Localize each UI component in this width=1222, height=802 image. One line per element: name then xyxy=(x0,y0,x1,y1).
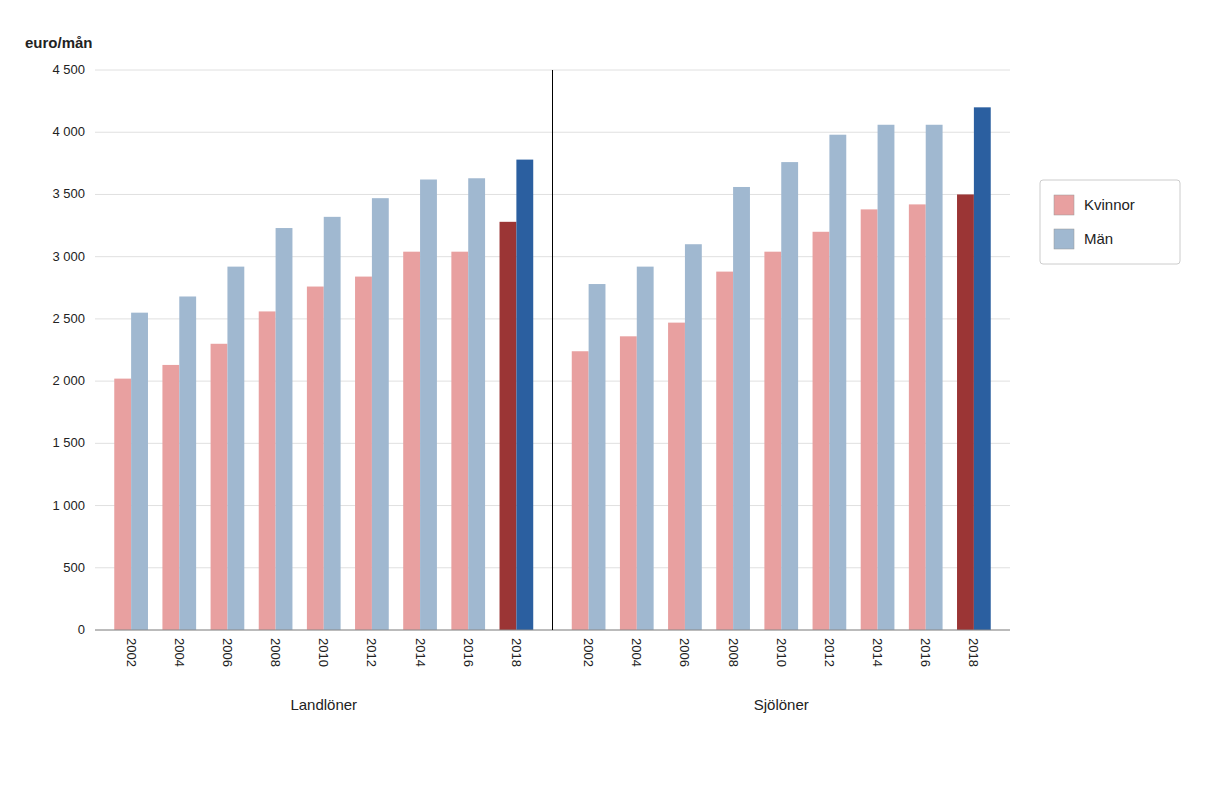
y-grid xyxy=(95,70,1010,630)
legend-label: Män xyxy=(1084,230,1113,247)
x-tick-label: 2002 xyxy=(581,638,596,667)
bar xyxy=(589,284,606,630)
y-tick-label: 500 xyxy=(63,560,85,575)
x-tick-label: 2008 xyxy=(268,638,283,667)
bar xyxy=(324,217,341,630)
x-tick-label: 2008 xyxy=(726,638,741,667)
x-tick-label: 2018 xyxy=(509,638,524,667)
legend-frame xyxy=(1040,180,1180,264)
bar xyxy=(227,267,244,630)
x-tick-label: 2010 xyxy=(316,638,331,667)
legend-swatch xyxy=(1054,195,1074,215)
x-tick-label: 2004 xyxy=(172,638,187,667)
bar xyxy=(733,187,750,630)
group-separator xyxy=(552,70,553,630)
x-tick-label: 2012 xyxy=(364,638,379,667)
y-tick-label: 1 500 xyxy=(52,435,85,450)
bar xyxy=(179,296,196,630)
x-tick-label: 2016 xyxy=(918,638,933,667)
bar xyxy=(516,160,533,630)
bar xyxy=(813,232,830,630)
x-tick-label: 2014 xyxy=(870,638,885,667)
x-tick-label: 2018 xyxy=(966,638,981,667)
bar xyxy=(131,313,148,630)
bar xyxy=(620,336,637,630)
bar xyxy=(637,267,654,630)
bar xyxy=(276,228,293,630)
bar xyxy=(974,107,991,630)
bar xyxy=(259,311,276,630)
bar xyxy=(957,194,974,630)
x-tick-label: 2012 xyxy=(822,638,837,667)
y-axis-label: euro/mån xyxy=(25,34,93,51)
bar xyxy=(572,351,589,630)
x-tick-label: 2014 xyxy=(413,638,428,667)
y-tick-label: 2 500 xyxy=(52,311,85,326)
bar xyxy=(781,162,798,630)
bar xyxy=(716,272,733,630)
x-tick-label: 2016 xyxy=(461,638,476,667)
bar xyxy=(307,287,324,630)
y-tick-label: 4 000 xyxy=(52,124,85,139)
x-tick-label: 2006 xyxy=(677,638,692,667)
bar xyxy=(909,204,926,630)
bar xyxy=(764,252,781,630)
bar xyxy=(114,379,131,630)
bar xyxy=(926,125,943,630)
bar xyxy=(403,252,420,630)
bar xyxy=(668,323,685,630)
y-tick-label: 3 500 xyxy=(52,186,85,201)
chart: 0 500 1 000 1 500 2 000 2 500 3 000 3 500 4 000 4… xyxy=(0,0,1222,802)
y-tick-label: 4 500 xyxy=(52,62,85,77)
bar xyxy=(829,135,846,630)
x-tick-label: 2010 xyxy=(774,638,789,667)
bar xyxy=(355,277,372,630)
y-tick-label: 0 xyxy=(78,622,85,637)
bar xyxy=(162,365,179,630)
bar xyxy=(468,178,485,630)
bar xyxy=(420,180,437,630)
legend-label: Kvinnor xyxy=(1084,196,1135,213)
x-tick-label: 2006 xyxy=(220,638,235,667)
bar xyxy=(861,209,878,630)
y-tick-label: 1 000 xyxy=(52,498,85,513)
bar xyxy=(372,198,389,630)
y-tick-label: 2 000 xyxy=(52,373,85,388)
x-tick-labels: 2002 2004 2006 2008 2010 2012 2014 2016 2018 2002… xyxy=(124,638,982,667)
bar xyxy=(878,125,895,630)
bar xyxy=(500,222,517,630)
y-tick-labels: 0 500 1 000 1 500 2 000 2 500 3 000 3 500 4 000 4… xyxy=(52,62,85,637)
group-label: Landlöner xyxy=(290,696,357,713)
legend: Kvinnor Män xyxy=(1040,180,1180,264)
group-label: Sjölöner xyxy=(754,696,809,713)
legend-swatch xyxy=(1054,229,1074,249)
bar xyxy=(211,344,228,630)
y-tick-label: 3 000 xyxy=(52,249,85,264)
bar xyxy=(451,252,468,630)
x-tick-label: 2002 xyxy=(124,638,139,667)
bar xyxy=(685,244,702,630)
x-tick-label: 2004 xyxy=(629,638,644,667)
